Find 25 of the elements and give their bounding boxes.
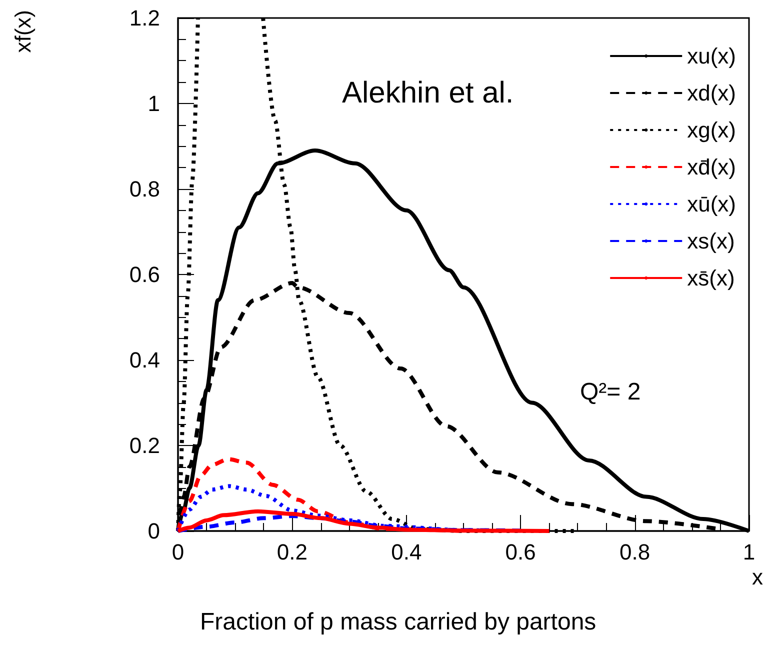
x-tick-label: 0.8	[620, 540, 650, 564]
x-tick-label: 0.6	[505, 540, 536, 564]
x-axis-title: x	[752, 564, 763, 590]
annotation: Alekhin et al.	[342, 76, 514, 110]
x-tick-label: 0	[172, 540, 184, 564]
text: Fraction of p mass carried by partons	[200, 608, 596, 636]
y-tick-label: 0.6	[129, 262, 160, 287]
y-tick-label: 0.2	[129, 433, 160, 458]
x-tick-label: 1	[742, 540, 756, 564]
legend-label: xs(x)	[687, 228, 735, 254]
legend-label: xs̄(x)	[687, 266, 735, 290]
y-tick-label: 0.8	[129, 176, 160, 202]
y-tick-label: 1	[148, 91, 160, 116]
legend-label: xg(x)	[687, 118, 736, 142]
y-tick-label: 1.2	[129, 6, 160, 30]
legend-label: xū(x)	[687, 192, 736, 216]
y-tick-label: 0.4	[129, 348, 160, 372]
annotation: Q²= 2	[580, 378, 641, 406]
y-tick-label: 0	[148, 518, 160, 544]
legend-label: xd(x)	[687, 80, 736, 106]
x-tick-label: 0.2	[276, 540, 308, 564]
legend-label: xu(x)	[687, 44, 736, 68]
legend-label: xd̄(x)	[687, 154, 736, 180]
x-tick-label: 0.4	[391, 540, 422, 564]
y-axis-title: xf(x)	[10, 10, 36, 53]
